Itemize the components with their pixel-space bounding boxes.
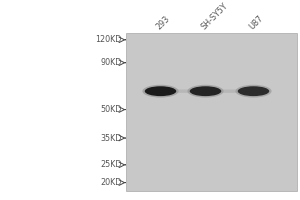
Ellipse shape: [188, 85, 224, 98]
Text: 90KD: 90KD: [100, 58, 122, 67]
Text: 293: 293: [154, 14, 171, 32]
Ellipse shape: [236, 85, 272, 98]
Text: 20KD: 20KD: [100, 178, 122, 187]
Ellipse shape: [142, 85, 178, 98]
Text: 25KD: 25KD: [100, 160, 122, 169]
Text: SH-SY5Y: SH-SY5Y: [199, 2, 229, 32]
Ellipse shape: [190, 86, 221, 96]
Bar: [126, 33, 297, 191]
Text: 50KD: 50KD: [100, 105, 122, 114]
Ellipse shape: [145, 86, 176, 96]
FancyBboxPatch shape: [218, 89, 241, 93]
Text: 120KD: 120KD: [95, 35, 122, 44]
Ellipse shape: [238, 86, 269, 96]
Text: U87: U87: [247, 14, 265, 32]
Text: 35KD: 35KD: [100, 134, 122, 143]
FancyBboxPatch shape: [173, 89, 193, 93]
